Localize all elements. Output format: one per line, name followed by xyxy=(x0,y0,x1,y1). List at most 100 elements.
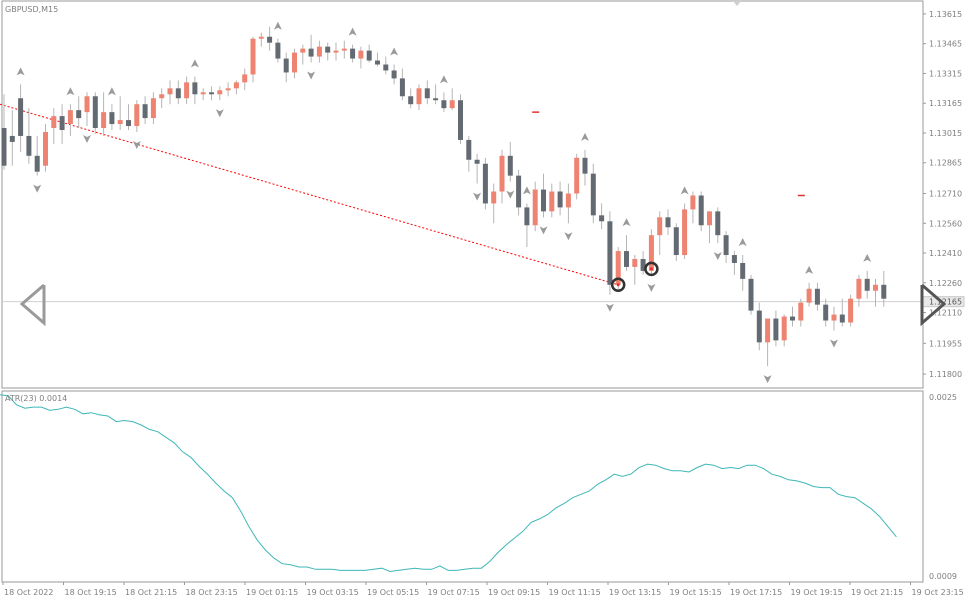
x-tick-label: 19 Oct 01:15 xyxy=(246,588,298,597)
candle xyxy=(67,104,73,136)
trend-line xyxy=(0,103,619,286)
current-price-label: 1.12165 xyxy=(929,298,962,307)
candle-body xyxy=(408,96,414,105)
candle-body xyxy=(773,318,779,341)
candle xyxy=(117,96,123,130)
candle-body xyxy=(516,175,522,208)
x-tick-label: 19 Oct 15:15 xyxy=(670,588,722,597)
candle xyxy=(831,306,837,331)
candle xyxy=(408,88,414,109)
chevron-left-icon xyxy=(19,283,46,327)
candle xyxy=(848,294,854,327)
candle xyxy=(723,231,729,263)
candle-body xyxy=(51,116,57,129)
candle-body xyxy=(325,46,331,53)
candle-body xyxy=(648,235,654,271)
y-tick-label: 1.12260 xyxy=(929,279,962,288)
candle xyxy=(482,157,488,210)
candle-body xyxy=(831,314,837,321)
candle xyxy=(657,211,663,256)
prev-button[interactable] xyxy=(18,282,48,327)
candle-body xyxy=(458,100,463,140)
candle-body xyxy=(466,139,472,160)
candle-body xyxy=(698,195,704,226)
next-button[interactable] xyxy=(918,282,948,327)
candle xyxy=(707,211,712,244)
candle xyxy=(59,104,65,144)
candle-body xyxy=(864,278,870,291)
candle-body xyxy=(225,88,231,91)
y-tick-label: 1.12110 xyxy=(929,309,962,318)
fractal-up-arrow xyxy=(390,47,399,56)
candle xyxy=(798,298,804,327)
candle-body xyxy=(242,74,248,83)
chevron-right-icon xyxy=(920,283,947,327)
fractal-up-arrow xyxy=(190,59,199,68)
candle xyxy=(192,76,198,105)
fractal-down-arrow xyxy=(564,232,573,241)
candle xyxy=(565,183,571,224)
candle-body xyxy=(640,259,646,271)
candle-body xyxy=(565,193,571,208)
x-tick-label: 19 Oct 09:15 xyxy=(488,588,540,597)
fractal-down-arrow xyxy=(539,226,548,235)
atr-indicator-title: ATR(23) 0.0014 xyxy=(5,394,68,403)
candle-body xyxy=(341,48,347,51)
candle-body xyxy=(549,191,555,212)
candle xyxy=(292,48,297,79)
candle xyxy=(781,314,787,347)
candle-body xyxy=(814,288,820,305)
candle xyxy=(549,183,555,218)
candle-body xyxy=(217,90,223,95)
candle-body xyxy=(756,310,762,343)
candle-body xyxy=(18,98,24,136)
candle xyxy=(184,76,190,105)
candle xyxy=(756,302,762,351)
candle xyxy=(873,278,878,307)
candle xyxy=(433,84,439,105)
candle xyxy=(300,44,306,65)
fractal-up-arrow xyxy=(348,27,357,36)
candle-body xyxy=(781,316,787,341)
candle-body xyxy=(682,209,688,256)
x-tick-label: 19 Oct 21:15 xyxy=(851,588,903,597)
fractal-up-arrow xyxy=(66,87,75,96)
candle xyxy=(698,191,704,232)
candle-body xyxy=(474,159,480,164)
candle xyxy=(607,211,613,295)
candle-body xyxy=(441,100,447,109)
fractal-up-arrow xyxy=(738,238,747,247)
candle-body xyxy=(856,278,862,299)
candle-body xyxy=(350,48,356,59)
candle xyxy=(308,34,314,63)
candle xyxy=(150,92,156,125)
chart-shift-marker xyxy=(733,1,741,6)
candle-body xyxy=(101,112,107,129)
fractal-up-arrow xyxy=(863,253,872,262)
fractal-up-arrow xyxy=(107,87,116,96)
candle xyxy=(648,229,654,275)
fractal-up-arrow xyxy=(622,218,631,227)
candle xyxy=(474,153,480,184)
candle-body xyxy=(383,64,389,71)
candle-body xyxy=(366,50,372,61)
signal-marker-dot xyxy=(616,283,620,287)
candle-body xyxy=(34,155,40,172)
candle xyxy=(814,282,820,311)
candle xyxy=(399,68,405,101)
candle xyxy=(599,203,605,230)
candle-body xyxy=(449,100,455,109)
candle xyxy=(275,38,281,63)
candle xyxy=(574,153,580,200)
signal-marker xyxy=(610,277,626,293)
candle-body xyxy=(424,88,430,99)
candle xyxy=(34,135,40,176)
candle-body xyxy=(806,288,812,303)
candle-body xyxy=(665,217,671,228)
candle-body xyxy=(167,88,173,95)
candle xyxy=(690,191,696,224)
candle-body xyxy=(250,38,256,75)
candle-body xyxy=(175,88,181,99)
